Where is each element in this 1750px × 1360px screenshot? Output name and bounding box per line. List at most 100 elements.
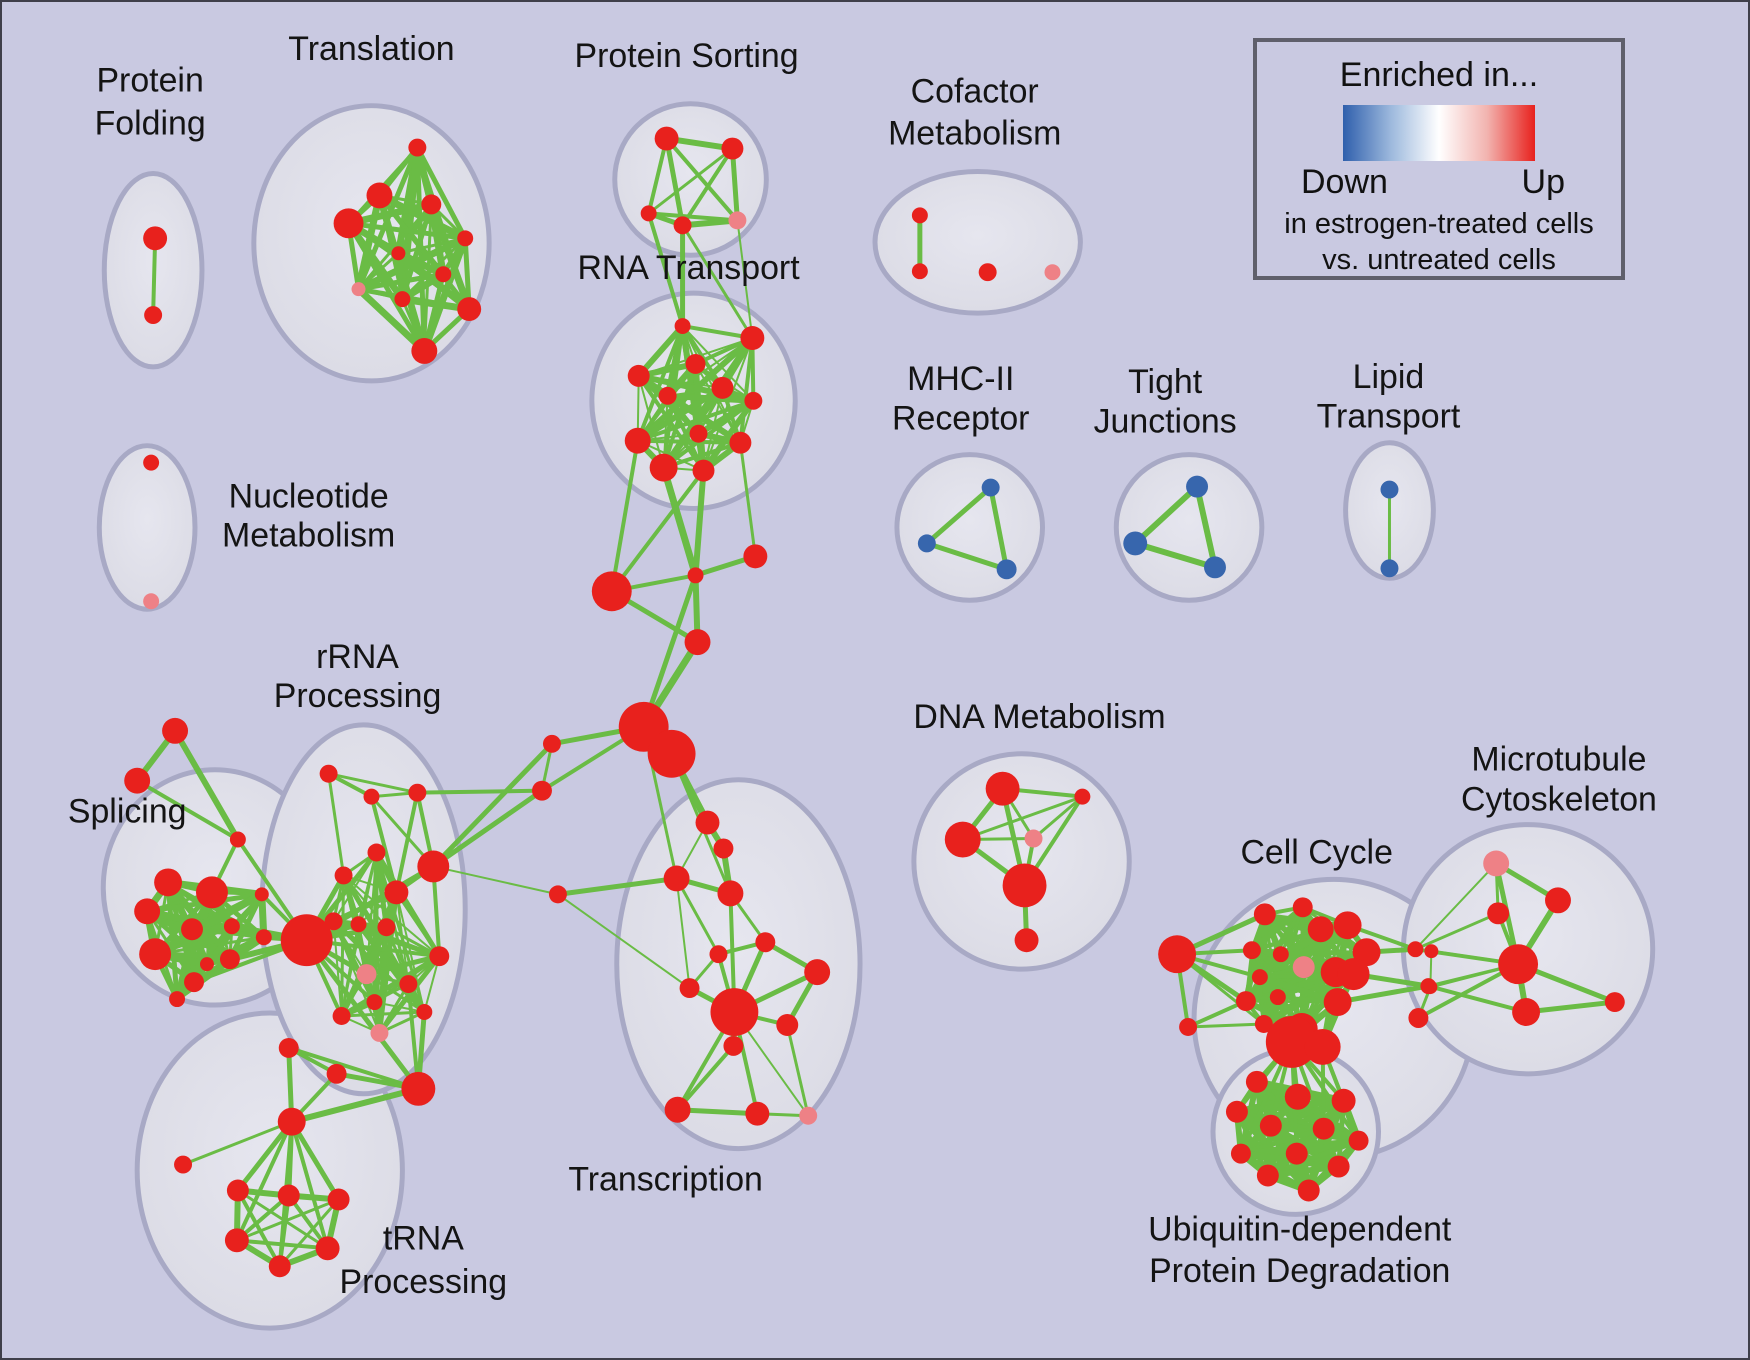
node-up-trna-processing[interactable]: [315, 1236, 340, 1261]
node-up-rna-transport[interactable]: [711, 376, 734, 399]
node-down-tight-junctions[interactable]: [1186, 475, 1209, 498]
node-up-splicing[interactable]: [223, 918, 240, 935]
node-up-microtubule-cytoskeleton[interactable]: [1483, 850, 1510, 877]
node-up-protein-sorting[interactable]: [640, 205, 657, 222]
node-up-splicing[interactable]: [134, 898, 161, 925]
node-up-connector[interactable]: [1407, 941, 1424, 958]
node-up-ubiquitin-dependent-protein-degradation[interactable]: [1331, 1088, 1356, 1113]
node-up-connector[interactable]: [1304, 1028, 1341, 1065]
node-up-trna-processing[interactable]: [277, 1107, 306, 1136]
node-up-splicing[interactable]: [219, 949, 240, 970]
node-up-rrna-processing[interactable]: [324, 912, 343, 931]
node-up-translation[interactable]: [366, 182, 393, 209]
node-up-translation[interactable]: [391, 246, 406, 261]
node-up-nucleotide-metabolism[interactable]: [143, 593, 160, 610]
node-up-connector[interactable]: [124, 767, 151, 794]
node-up-cell-cycle[interactable]: [1292, 956, 1315, 979]
node-up-rrna-processing[interactable]: [399, 975, 418, 994]
node-up-cell-cycle[interactable]: [1323, 988, 1352, 1017]
node-down-tight-junctions[interactable]: [1123, 531, 1148, 556]
node-up-transcription[interactable]: [745, 1101, 770, 1126]
node-up-trna-processing[interactable]: [268, 1255, 291, 1278]
node-up-trna-processing[interactable]: [277, 1184, 300, 1207]
node-up-dna-metabolism[interactable]: [1002, 863, 1047, 908]
node-up-rrna-processing[interactable]: [319, 764, 338, 783]
node-up-cell-cycle[interactable]: [1254, 1015, 1273, 1033]
node-up-rna-transport[interactable]: [685, 353, 706, 374]
node-up-translation[interactable]: [435, 266, 452, 283]
node-up-splicing[interactable]: [254, 887, 269, 902]
node-up-transcription[interactable]: [709, 945, 728, 964]
node-up-ubiquitin-dependent-protein-degradation[interactable]: [1297, 1179, 1320, 1202]
node-up-connector[interactable]: [162, 717, 189, 744]
node-up-cell-cycle[interactable]: [1251, 969, 1268, 986]
node-up-connector[interactable]: [542, 734, 561, 753]
node-up-dna-metabolism[interactable]: [1024, 829, 1043, 848]
node-up-rrna-processing[interactable]: [278, 1037, 299, 1058]
node-up-rrna-processing[interactable]: [408, 783, 427, 802]
node-up-ubiquitin-dependent-protein-degradation[interactable]: [1312, 1117, 1335, 1140]
node-up-translation[interactable]: [333, 208, 364, 239]
node-up-splicing[interactable]: [139, 938, 172, 971]
node-up-translation[interactable]: [457, 297, 482, 322]
node-up-transcription[interactable]: [804, 959, 831, 986]
node-up-protein-folding[interactable]: [144, 306, 163, 325]
node-up-ubiquitin-dependent-protein-degradation[interactable]: [1348, 1130, 1369, 1151]
node-up-ubiquitin-dependent-protein-degradation[interactable]: [1256, 1164, 1279, 1187]
node-up-connector[interactable]: [532, 780, 552, 801]
node-up-transcription[interactable]: [713, 838, 734, 859]
node-up-connector[interactable]: [401, 1071, 436, 1106]
node-up-cell-cycle[interactable]: [1352, 938, 1381, 967]
node-up-connector[interactable]: [229, 831, 246, 848]
node-up-transcription[interactable]: [717, 880, 744, 907]
node-up-transcription[interactable]: [755, 932, 776, 953]
node-up-cofactor-metabolism[interactable]: [911, 263, 928, 280]
node-up-rna-transport[interactable]: [729, 431, 752, 454]
node-up-rrna-processing[interactable]: [350, 916, 367, 933]
node-up-microtubule-cytoskeleton[interactable]: [1498, 944, 1539, 985]
node-up-rrna-processing[interactable]: [367, 843, 386, 862]
node-up-transcription[interactable]: [799, 1106, 818, 1125]
node-up-nucleotide-metabolism[interactable]: [143, 454, 160, 471]
node-up-dna-metabolism[interactable]: [1074, 788, 1091, 805]
node-up-connector[interactable]: [417, 850, 450, 883]
node-up-protein-sorting[interactable]: [673, 216, 692, 235]
node-up-trna-processing[interactable]: [224, 1228, 249, 1253]
node-up-cofactor-metabolism[interactable]: [978, 263, 997, 282]
node-up-protein-folding[interactable]: [143, 226, 168, 251]
node-up-connector[interactable]: [1179, 1018, 1198, 1036]
node-up-rna-transport[interactable]: [740, 326, 765, 350]
node-up-cell-cycle[interactable]: [1333, 911, 1362, 940]
node-up-cell-cycle[interactable]: [1242, 941, 1261, 960]
node-up-rna-transport[interactable]: [689, 424, 708, 443]
node-up-splicing[interactable]: [154, 868, 183, 897]
node-up-rrna-processing[interactable]: [334, 866, 353, 885]
node-up-transcription[interactable]: [679, 978, 700, 999]
node-up-dna-metabolism[interactable]: [944, 821, 981, 858]
node-up-dna-metabolism[interactable]: [985, 771, 1020, 806]
node-up-connector[interactable]: [684, 629, 711, 656]
node-up-rrna-processing[interactable]: [370, 1023, 389, 1042]
node-up-rna-transport[interactable]: [624, 427, 651, 454]
node-up-splicing[interactable]: [199, 957, 214, 972]
node-down-tight-junctions[interactable]: [1204, 556, 1226, 579]
node-up-rna-transport[interactable]: [658, 386, 677, 405]
node-up-translation[interactable]: [457, 230, 474, 247]
node-up-cell-cycle[interactable]: [1307, 916, 1334, 943]
node-up-ubiquitin-dependent-protein-degradation[interactable]: [1285, 1142, 1308, 1165]
node-down-mhc-ii-receptor[interactable]: [981, 478, 1000, 497]
node-up-rrna-processing[interactable]: [416, 1004, 433, 1020]
node-up-rrna-processing[interactable]: [366, 994, 383, 1011]
node-up-rrna-processing[interactable]: [429, 946, 450, 967]
node-up-cell-cycle[interactable]: [1292, 897, 1313, 918]
node-up-cell-cycle[interactable]: [1337, 958, 1370, 991]
node-up-connector[interactable]: [591, 571, 632, 612]
node-up-connector[interactable]: [280, 914, 333, 967]
node-up-transcription[interactable]: [776, 1014, 799, 1036]
node-up-splicing[interactable]: [184, 972, 204, 993]
node-up-rrna-processing[interactable]: [384, 880, 409, 905]
node-up-cell-cycle[interactable]: [1235, 991, 1256, 1012]
node-up-ubiquitin-dependent-protein-degradation[interactable]: [1327, 1155, 1350, 1178]
node-up-translation[interactable]: [394, 291, 411, 308]
node-up-transcription[interactable]: [664, 1096, 691, 1123]
